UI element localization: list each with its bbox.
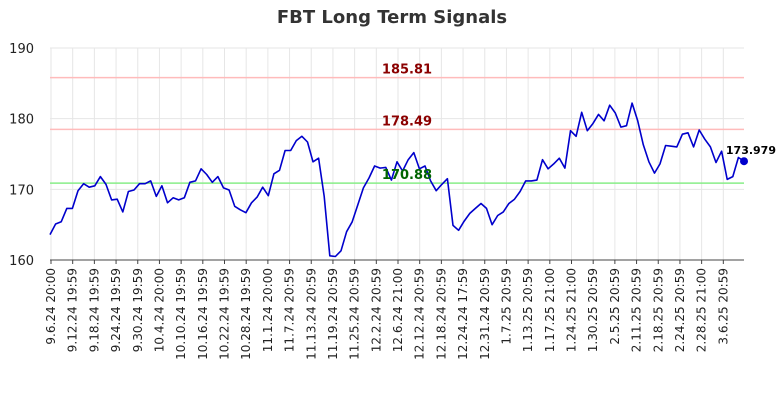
- x-tick-label: 2.28.25 21:00: [695, 268, 709, 352]
- x-tick-label: 2.11.25 20:59: [630, 268, 644, 352]
- price-line: [49, 102, 745, 258]
- x-tick-label: 11.19.24 20:59: [326, 268, 340, 360]
- x-tick-label: 12.31.24 20:59: [478, 268, 492, 360]
- x-tick-label: 2.18.25 20:59: [651, 268, 665, 352]
- y-tick-label: 160: [9, 254, 34, 269]
- level-lines: [50, 76, 744, 184]
- x-tick-label: 12.24.24 17:59: [456, 268, 470, 360]
- x-tick-label: 2.24.25 20:59: [673, 268, 687, 352]
- x-tick-label: 10.28.24 19:59: [239, 268, 253, 360]
- x-tick-label: 2.5.25 20:59: [608, 268, 622, 345]
- axes: 9.6.24 20:00 9.12.24 19:59 9.18.24 19:59 9.…: [9, 42, 744, 360]
- x-tick-label: 1.24.25 21:00: [565, 268, 579, 352]
- x-tick-label: 10.4.24 20:00: [152, 268, 166, 352]
- x-tick-label: 1.30.25 20:59: [586, 268, 600, 352]
- x-tick-label: 10.10.24 19:59: [174, 268, 188, 360]
- last-value-point: [740, 157, 748, 166]
- series: [49, 102, 748, 258]
- x-tick-label: 1.17.25 21:00: [543, 268, 557, 352]
- level-label: 185.81: [382, 63, 432, 78]
- x-tick-label: 9.12.24 19:59: [66, 268, 80, 352]
- x-tick-label: 11.25.24 20:59: [348, 268, 362, 360]
- x-tick-label: 9.18.24 19:59: [87, 268, 101, 352]
- x-tick-label: 11.1.24 20:00: [261, 268, 275, 352]
- x-tick-label: 11.7.24 20:59: [283, 268, 297, 352]
- labels: 185.81 178.49 170.88 173.979: [382, 63, 776, 184]
- x-tick-label: 12.12.24 20:59: [413, 268, 427, 360]
- x-tick-label: 9.6.24 20:00: [44, 268, 58, 345]
- x-tick-label: 12.18.24 20:59: [434, 268, 448, 360]
- x-tick-label: 3.6.25 20:59: [716, 268, 730, 345]
- level-label: 178.49: [382, 114, 432, 129]
- y-tick-label: 170: [9, 183, 34, 198]
- level-label: 170.88: [382, 168, 432, 183]
- x-tick-label: 12.2.24 20:59: [369, 268, 383, 352]
- chart-title: FBT Long Term Signals: [276, 7, 508, 28]
- last-value-label: 173.979: [726, 144, 776, 157]
- x-tick-label: 9.24.24 19:59: [109, 268, 123, 352]
- x-tick-label: 10.22.24 19:59: [218, 268, 232, 360]
- x-tick-label: 1.13.25 20:59: [521, 268, 535, 352]
- x-tick-label: 9.30.24 19:59: [131, 268, 145, 352]
- x-tick-label: 10.16.24 19:59: [196, 268, 210, 360]
- x-tick-label: 11.13.24 20:59: [304, 268, 318, 360]
- x-tick-label: 1.7.25 20:59: [499, 268, 513, 345]
- grid: [50, 47, 744, 261]
- y-tick-label: 190: [9, 42, 34, 57]
- y-tick-label: 180: [9, 113, 34, 128]
- x-tick-label: 12.6.24 21:00: [391, 268, 405, 352]
